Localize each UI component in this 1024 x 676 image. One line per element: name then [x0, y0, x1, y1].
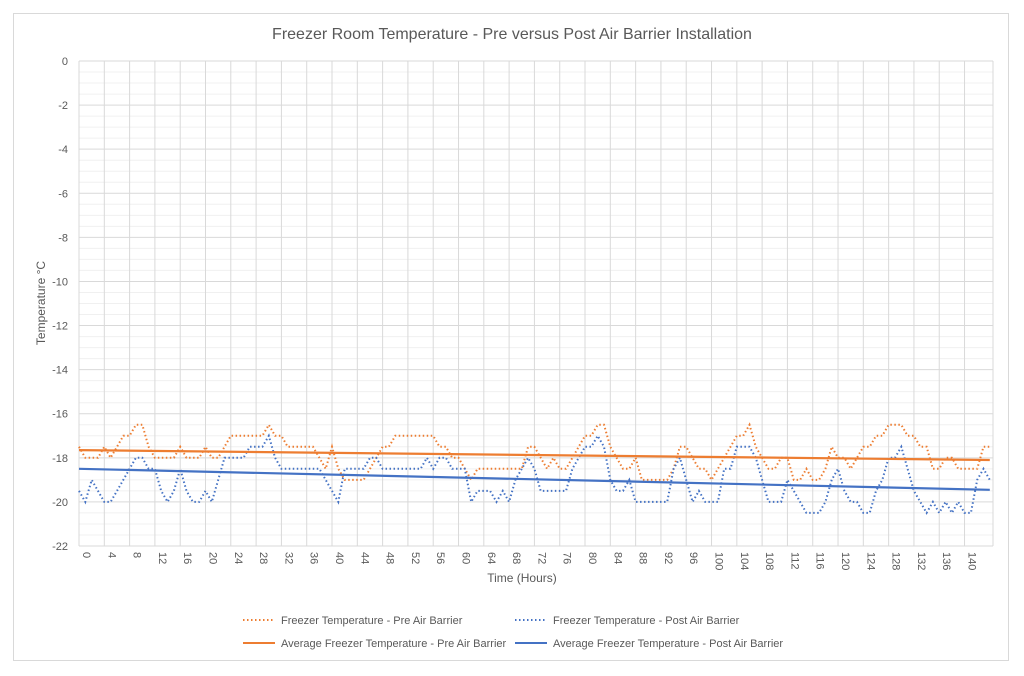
y-tick-labels: 0 -2 -4 -6 -8 -10 -12 -14 -16 -18 -20 -22: [52, 56, 68, 553]
x-tick-labels: 0 4 8 12 16 20 24 28 32 36 40 44 48 52 56 60 64 68 72 76 80 8…: [80, 552, 978, 570]
x-tick-label: 56: [434, 552, 446, 564]
x-tick-label: 40: [333, 552, 345, 564]
y-tick-label: -2: [58, 100, 68, 112]
x-tick-label: 124: [864, 552, 876, 570]
y-axis-title: Temperature °C: [34, 261, 48, 345]
x-tick-label: 68: [510, 552, 522, 564]
x-tick-label: 8: [131, 552, 143, 558]
y-tick-label: -12: [52, 321, 68, 333]
x-tick-label: 76: [561, 552, 573, 564]
x-tick-label: 52: [409, 552, 421, 564]
legend-item: Average Freezer Temperature - Pre Air Ba…: [243, 638, 507, 650]
x-tick-label: 132: [915, 552, 927, 570]
legend-item: Freezer Temperature - Post Air Barrier: [515, 615, 740, 627]
series-line-3: [78, 467, 990, 491]
x-tick-label: 112: [788, 552, 800, 570]
x-tick-label: 48: [384, 552, 396, 564]
x-tick-label: 120: [839, 552, 851, 570]
chart-frame: [13, 13, 1009, 661]
legend-item: Average Freezer Temperature - Post Air B…: [515, 638, 783, 650]
x-tick-label: 140: [966, 552, 978, 570]
legend: Freezer Temperature - Pre Air Barrier Fre…: [243, 615, 783, 650]
x-tick-label: 128: [890, 552, 902, 570]
x-tick-label: 16: [181, 552, 193, 564]
x-tick-label: 60: [460, 552, 472, 564]
y-tick-label: -8: [58, 232, 68, 244]
y-tick-label: -6: [58, 188, 68, 200]
legend-label: Average Freezer Temperature - Post Air B…: [553, 638, 783, 650]
x-tick-label: 80: [586, 552, 598, 564]
chart-title: Freezer Room Temperature - Pre versus Po…: [272, 26, 752, 43]
x-tick-label: 4: [105, 552, 117, 558]
x-tick-label: 28: [257, 552, 269, 564]
y-tick-label: 0: [62, 56, 68, 68]
x-tick-label: 36: [308, 552, 320, 564]
x-tick-label: 0: [80, 552, 92, 558]
legend-item: Freezer Temperature - Pre Air Barrier: [243, 615, 463, 627]
series-line-0: [78, 422, 990, 482]
x-tick-label: 84: [611, 552, 623, 564]
x-tick-label: 116: [814, 552, 826, 570]
x-tick-label: 136: [940, 552, 952, 570]
series-group: [78, 422, 991, 515]
x-tick-label: 72: [535, 552, 547, 564]
x-tick-label: 64: [485, 552, 497, 564]
x-tick-label: 44: [358, 552, 370, 564]
y-tick-label: -22: [52, 541, 68, 553]
x-tick-label: 108: [763, 552, 775, 570]
y-tick-label: -16: [52, 409, 68, 421]
x-tick-label: 92: [662, 552, 674, 564]
x-axis-title: Time (Hours): [487, 571, 557, 585]
y-tick-label: -10: [52, 276, 68, 288]
y-tick-label: -20: [52, 497, 68, 509]
y-tick-label: -14: [52, 365, 68, 377]
legend-label: Freezer Temperature - Post Air Barrier: [553, 615, 740, 627]
x-tick-label: 12: [156, 552, 168, 564]
x-tick-label: 104: [738, 552, 750, 570]
y-tick-label: -4: [58, 144, 68, 156]
series-line-2: [78, 449, 990, 462]
x-tick-label: 24: [232, 552, 244, 564]
x-tick-label: 88: [637, 552, 649, 564]
gridlines: [78, 60, 994, 547]
x-tick-label: 100: [713, 552, 725, 570]
y-tick-label: -18: [52, 453, 68, 465]
legend-label: Freezer Temperature - Pre Air Barrier: [281, 615, 463, 627]
x-tick-label: 20: [207, 552, 219, 564]
x-tick-label: 32: [282, 552, 294, 564]
x-tick-label: 96: [687, 552, 699, 564]
legend-label: Average Freezer Temperature - Pre Air Ba…: [281, 638, 507, 650]
